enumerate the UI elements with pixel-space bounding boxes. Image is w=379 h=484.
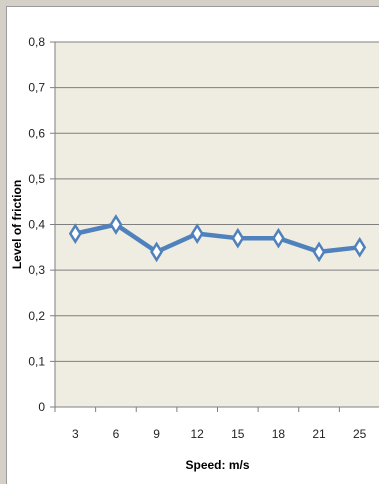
x-tick-label: 3: [72, 427, 79, 441]
chart-area: 0 0,1 0,2 0,3 0,4 0,5 0,6 0,7 0,8 3 6 9 12 15 18 21 25 …: [6, 6, 379, 484]
x-tick-label: 18: [272, 427, 286, 441]
y-tick-label: 0,5: [28, 172, 45, 186]
series-layer: [68, 214, 367, 263]
data-point: [150, 241, 164, 263]
y-tick-labels: 0 0,1 0,2 0,3 0,4 0,5 0,6 0,7 0,8: [28, 35, 45, 414]
y-tick-label: 0: [38, 400, 45, 414]
y-tick-label: 0,1: [28, 354, 45, 368]
y-tick-label: 0,4: [28, 218, 45, 232]
x-tick-label: 15: [231, 427, 245, 441]
x-tick-labels: 3 6 9 12 15 18 21 25: [72, 427, 367, 441]
x-tick-label: 9: [153, 427, 160, 441]
y-tick-label: 0,3: [28, 263, 45, 277]
y-tick-label: 0,6: [28, 126, 45, 140]
y-tick-label: 0,8: [28, 35, 45, 49]
x-tick-label: 25: [353, 427, 367, 441]
data-point: [231, 227, 245, 249]
data-point: [312, 241, 326, 263]
line-chart: 00,10,20,30,40,50,60,70,8 3 6 9 12 15 18 21 25 …: [10, 35, 379, 472]
series-line: [73, 222, 362, 255]
y-tick-label: 0,2: [28, 309, 45, 323]
data-point: [109, 214, 123, 235]
x-tick-label: 21: [312, 427, 326, 441]
x-axis-title: Speed: m/s: [185, 458, 249, 472]
data-point: [68, 223, 82, 244]
y-axis-title: Level of friction: [10, 180, 24, 269]
y-tick-label: 0,7: [28, 81, 45, 95]
data-point: [190, 223, 204, 244]
x-tick-label: 6: [113, 427, 120, 441]
axes: [54, 42, 379, 412]
data-point: [353, 236, 367, 258]
data-point: [271, 227, 285, 249]
x-tick-label: 12: [191, 427, 205, 441]
